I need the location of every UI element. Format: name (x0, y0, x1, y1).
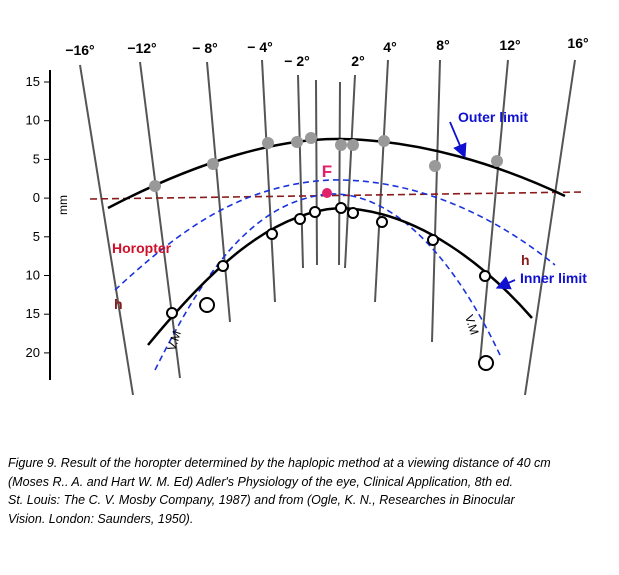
angle-label: −16° (65, 42, 94, 58)
horopter-curve (114, 179, 556, 291)
caption-line: (Moses R.. A. and Hart W. M. Ed) Adler's… (8, 474, 513, 489)
outer-points (149, 132, 503, 192)
vm-label: V.M (164, 329, 184, 353)
inner-points (166, 202, 494, 371)
y-tick-label: 15 (26, 306, 40, 321)
y-tick-label: 10 (26, 268, 40, 283)
h-label: h (114, 296, 123, 312)
h-label: h (521, 252, 530, 268)
outer-label: Outer limit (458, 109, 528, 125)
angle-label: 2° (351, 53, 364, 69)
caption-line: St. Louis: The C. V. Mosby Company, 1987… (8, 493, 515, 507)
y-tick-label: 15 (26, 74, 40, 89)
y-tick-label: 10 (26, 113, 40, 128)
angle-label: 16° (567, 35, 588, 51)
horopter-label: Horopter (112, 240, 172, 256)
angle-label: − 4° (247, 39, 272, 55)
y-tick-label: 0 (33, 190, 40, 205)
angle-label: − 2° (284, 53, 309, 69)
caption-line: Vision. London: Saunders, 1950). (8, 511, 194, 526)
caption-line: Figure 9. Result of the horopter determi… (8, 456, 551, 470)
vm-label: V.M (462, 313, 482, 337)
inner-label: Inner limit (520, 270, 587, 286)
figure: 15 10 5 0 5 10 15 20 −16° −12° − 8° − 4° − 2° 2° 4° 8°… (26, 35, 589, 396)
y-tick-label: 20 (26, 345, 40, 360)
horopter-line (89, 191, 583, 200)
arrow (449, 121, 467, 159)
angle-label: 4° (383, 39, 396, 55)
horopter-curve (154, 193, 501, 371)
arrow (495, 276, 516, 290)
outer-limit-curve (107, 137, 566, 210)
angle-label: −12° (127, 40, 156, 56)
fixation-label: F (322, 162, 332, 181)
fixation-point (322, 188, 332, 198)
axis-unit: mm (56, 195, 70, 215)
angle-label: 8° (436, 37, 449, 53)
y-tick-label: 5 (33, 229, 40, 244)
angle-label: 12° (499, 37, 520, 53)
angle-label: − 8° (192, 40, 217, 56)
y-tick-label: 5 (33, 151, 40, 166)
meridians (79, 59, 576, 396)
